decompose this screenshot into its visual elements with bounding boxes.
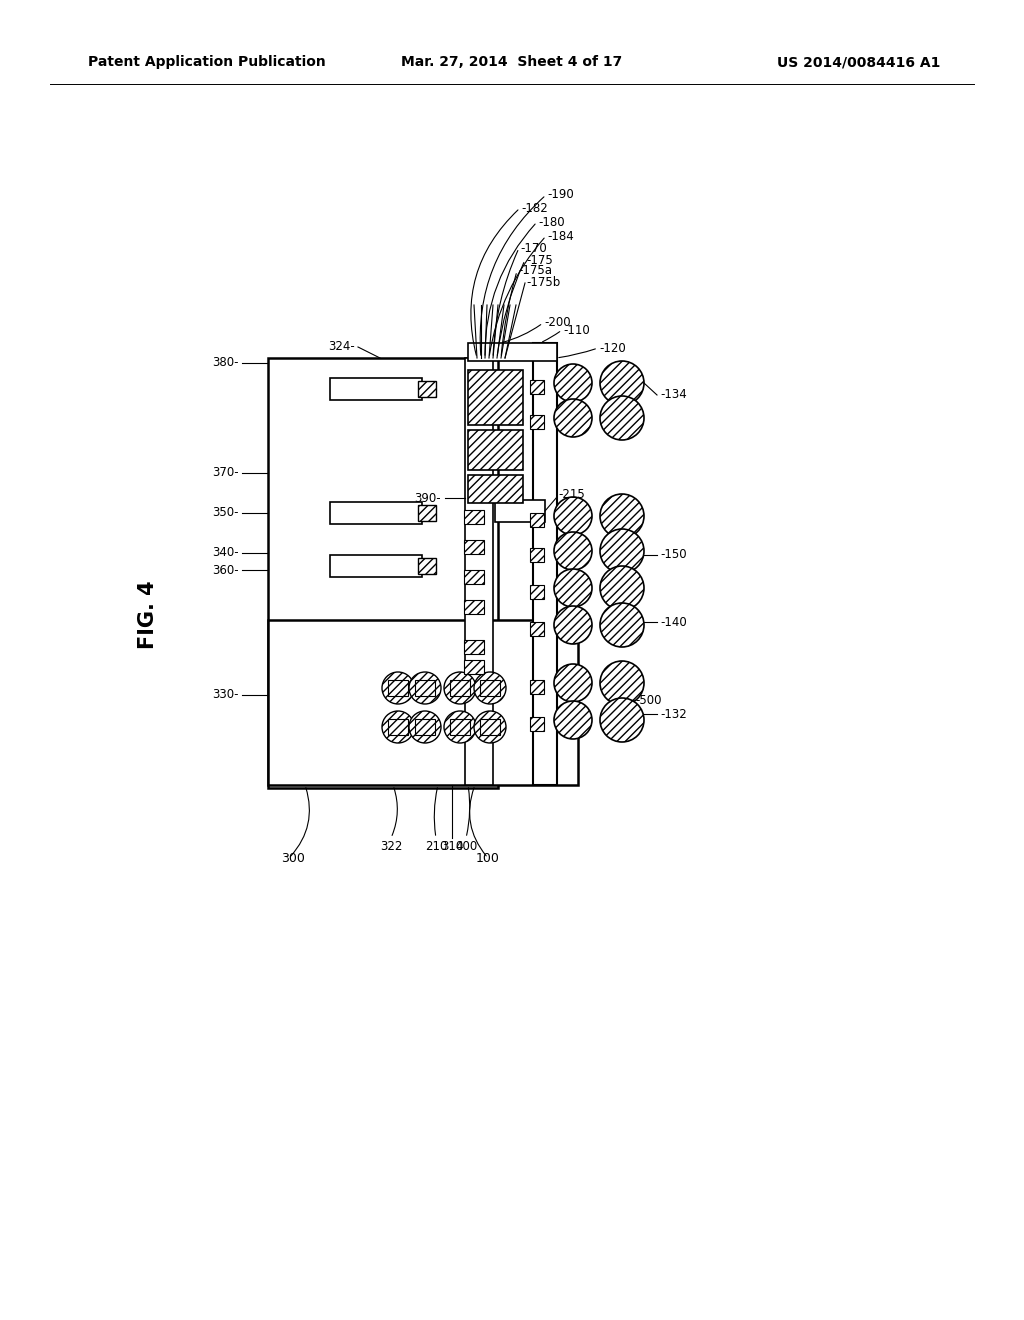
Bar [464,601,484,614]
Text: 370-: 370- [212,466,239,479]
Text: -184: -184 [547,230,573,243]
Bar [530,513,544,527]
Bar [468,370,523,425]
Bar [534,343,557,785]
Text: 400: 400 [455,840,477,853]
Text: 350-: 350- [213,507,239,520]
Text: US 2014/0084416 A1: US 2014/0084416 A1 [776,55,940,69]
Bar [495,500,545,521]
Bar [388,680,408,696]
Circle shape [600,603,644,647]
Text: 340-: 340- [212,546,239,560]
Circle shape [554,569,592,607]
Bar [415,719,435,735]
Text: 210: 210 [425,840,447,853]
Bar [464,570,484,583]
Text: Mar. 27, 2014  Sheet 4 of 17: Mar. 27, 2014 Sheet 4 of 17 [401,55,623,69]
Text: 300: 300 [281,851,305,865]
Text: -170: -170 [520,242,547,255]
Bar [450,680,470,696]
Bar [268,358,498,788]
Bar [418,506,436,521]
Text: -190: -190 [547,189,573,202]
Text: Patent Application Publication: Patent Application Publication [88,55,326,69]
Circle shape [600,698,644,742]
Bar [530,380,544,393]
Text: -500: -500 [635,693,662,706]
Text: 330-: 330- [213,689,239,701]
Bar [468,343,557,360]
Bar [415,680,435,696]
Bar [330,554,422,577]
Bar [530,622,544,636]
Circle shape [409,711,441,743]
Text: -175b: -175b [526,276,560,289]
Text: -134: -134 [660,388,687,401]
Text: -120: -120 [599,342,626,355]
Circle shape [554,606,592,644]
Text: -110: -110 [563,323,590,337]
Text: 390-: 390- [415,491,441,504]
Circle shape [600,494,644,539]
Bar [465,358,493,785]
Text: 380-: 380- [213,356,239,370]
Bar [418,381,436,397]
Bar [464,640,484,653]
Circle shape [554,498,592,535]
Bar [530,585,544,599]
Circle shape [554,364,592,403]
Bar [530,717,544,731]
Circle shape [600,566,644,610]
Text: 322: 322 [380,840,402,853]
Circle shape [554,664,592,702]
Bar [468,430,523,470]
Text: -200: -200 [544,317,570,330]
Circle shape [600,529,644,573]
Bar [330,502,422,524]
Circle shape [409,672,441,704]
Circle shape [382,711,414,743]
Text: -140: -140 [660,615,687,628]
Bar [468,475,523,503]
Bar [464,510,484,524]
Bar [450,719,470,735]
Circle shape [382,672,414,704]
Text: -182: -182 [521,202,548,214]
Text: -150: -150 [660,549,687,561]
Bar [330,378,422,400]
Circle shape [554,399,592,437]
Circle shape [600,396,644,440]
Circle shape [444,672,476,704]
Bar [464,660,484,675]
Bar [464,540,484,554]
Circle shape [474,672,506,704]
Circle shape [444,711,476,743]
Bar [530,414,544,429]
Bar [480,680,500,696]
Bar [530,548,544,562]
Bar [480,719,500,735]
Bar [418,558,436,574]
Text: 100: 100 [476,851,500,865]
Text: 360-: 360- [212,564,239,577]
Bar [530,680,544,694]
Text: 324-: 324- [329,341,355,354]
Circle shape [474,711,506,743]
Text: -175a: -175a [518,264,552,277]
Text: -175: -175 [526,253,553,267]
Text: 310: 310 [441,840,463,853]
Text: -180: -180 [538,215,564,228]
Text: -215: -215 [558,487,585,500]
Circle shape [554,701,592,739]
Bar [268,620,578,785]
Text: -132: -132 [660,708,687,721]
Text: FIG. 4: FIG. 4 [138,581,158,649]
Circle shape [554,532,592,570]
Bar [388,719,408,735]
Circle shape [600,661,644,705]
Circle shape [600,360,644,405]
